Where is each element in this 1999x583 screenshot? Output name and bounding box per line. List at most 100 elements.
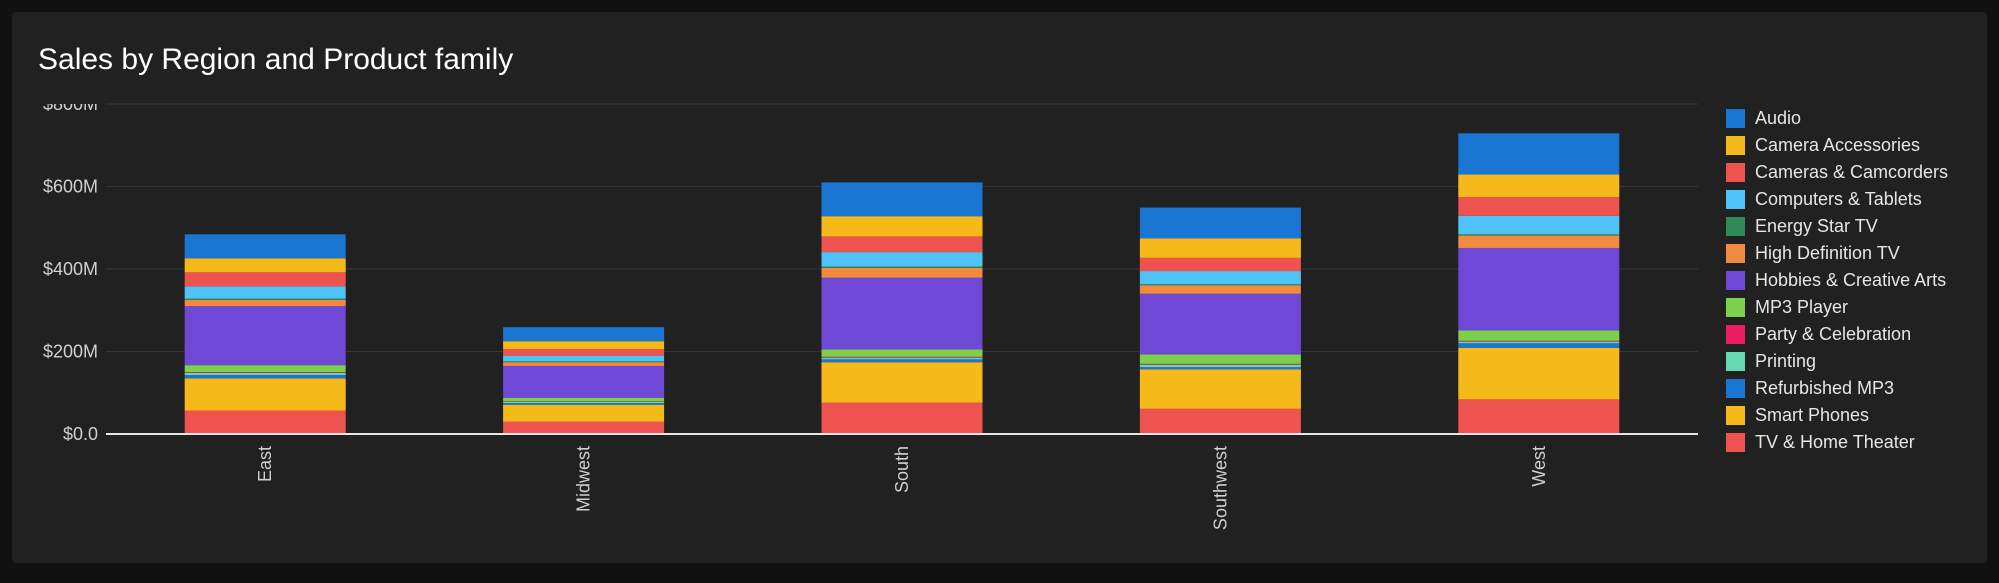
legend-item[interactable]: Hobbies & Creative Arts [1726, 267, 1948, 294]
bar-segment[interactable] [821, 277, 983, 350]
bar-segment[interactable] [184, 286, 346, 299]
bar-segment[interactable] [821, 216, 983, 237]
y-tick-label: $0.0 [63, 424, 98, 444]
bar-segment[interactable] [821, 182, 983, 217]
legend-swatch [1726, 298, 1745, 317]
bar-segment[interactable] [184, 375, 346, 379]
bar-segment[interactable] [503, 421, 665, 434]
legend-item[interactable]: Smart Phones [1726, 402, 1948, 429]
bar-segment[interactable] [1458, 215, 1620, 235]
legend-item[interactable]: MP3 Player [1726, 294, 1948, 321]
bar-segment[interactable] [821, 267, 983, 278]
bar-segment[interactable] [1458, 234, 1620, 236]
legend-label: Camera Accessories [1755, 135, 1921, 155]
legend-item[interactable]: Energy Star TV [1726, 213, 1948, 240]
bar-segment[interactable] [821, 266, 983, 268]
bar-segment[interactable] [821, 349, 983, 357]
bar-segment[interactable] [1458, 235, 1620, 248]
bar-segment[interactable] [1458, 340, 1620, 342]
legend-label: TV & Home Theater [1755, 432, 1915, 452]
legend-label: MP3 Player [1755, 297, 1849, 317]
bar-segment[interactable] [1458, 399, 1620, 434]
bar-segment[interactable] [1458, 247, 1620, 331]
legend-label: High Definition TV [1755, 243, 1900, 263]
bar-segment[interactable] [821, 252, 983, 267]
bar-segment[interactable] [184, 378, 346, 411]
legend-swatch [1726, 433, 1745, 452]
legend-item[interactable]: Computers & Tablets [1726, 186, 1948, 213]
bar-segment[interactable] [503, 397, 665, 402]
bar-segment[interactable] [1139, 257, 1301, 272]
chart-title: Sales by Region and Product family [38, 43, 514, 76]
bar-segment[interactable] [821, 236, 983, 253]
x-tick-label: West [1529, 446, 1549, 487]
legend-item[interactable]: Cameras & Camcorders [1726, 159, 1948, 186]
legend-item[interactable]: Refurbished MP3 [1726, 375, 1948, 402]
bar-segment[interactable] [1139, 293, 1301, 355]
bar-segment[interactable] [184, 365, 346, 373]
bar-segment[interactable] [1458, 197, 1620, 216]
bar-segment[interactable] [1139, 285, 1301, 294]
bar-segment[interactable] [1458, 347, 1620, 400]
bar-segment[interactable] [503, 365, 665, 398]
legend-label: Printing [1755, 351, 1817, 371]
bar-segment[interactable] [1139, 238, 1301, 258]
y-tick-label: $400M [43, 259, 98, 279]
bar-segment[interactable] [1139, 284, 1301, 286]
bar-segment[interactable] [503, 361, 665, 363]
bar-segment[interactable] [503, 349, 665, 356]
legend-item[interactable]: Printing [1726, 348, 1948, 375]
bar-segment[interactable] [503, 341, 665, 350]
bar-segment[interactable] [184, 299, 346, 307]
bar-segment[interactable] [184, 258, 346, 273]
bar-segment[interactable] [184, 298, 346, 300]
bar-segment[interactable] [184, 410, 346, 434]
bar-segment[interactable] [1458, 133, 1620, 175]
bar-segment[interactable] [1458, 330, 1620, 341]
legend-swatch [1726, 217, 1745, 236]
bar-segment[interactable] [821, 402, 983, 434]
legend-item[interactable]: Party & Celebration [1726, 321, 1948, 348]
bar-segment[interactable] [184, 372, 346, 376]
bar-segment[interactable] [1458, 341, 1620, 344]
bar-segment[interactable] [184, 272, 346, 287]
bar-segment[interactable] [821, 357, 983, 360]
legend-item[interactable]: TV & Home Theater [1726, 429, 1948, 456]
legend-swatch [1726, 352, 1745, 371]
bar-segment[interactable] [1139, 367, 1301, 370]
bar-segment[interactable] [821, 359, 983, 363]
bars [184, 133, 1620, 434]
legend-item[interactable]: Audio [1726, 105, 1948, 132]
bar-segment[interactable] [1139, 271, 1301, 285]
bar-segment[interactable] [1139, 364, 1301, 368]
bar-segment[interactable] [503, 403, 665, 405]
bar-segment[interactable] [821, 356, 983, 358]
bar-segment[interactable] [1139, 369, 1301, 409]
bar-segment[interactable] [821, 362, 983, 403]
bar-segment[interactable] [1139, 363, 1301, 365]
bar-segment[interactable] [184, 372, 346, 373]
legend-swatch [1726, 325, 1745, 344]
bar-segment[interactable] [1139, 354, 1301, 364]
y-tick-label: $600M [43, 177, 98, 197]
legend-label: Refurbished MP3 [1755, 378, 1895, 398]
x-tick-label: Southwest [1210, 446, 1230, 530]
legend-swatch [1726, 163, 1745, 182]
bar-segment[interactable] [1458, 343, 1620, 348]
y-tick-label: $800M [43, 94, 98, 114]
legend-item[interactable]: High Definition TV [1726, 240, 1948, 267]
bar-segment[interactable] [503, 327, 665, 342]
bar-segment[interactable] [503, 362, 665, 366]
legend-label: Cameras & Camcorders [1755, 162, 1949, 182]
bar-segment[interactable] [1458, 174, 1620, 198]
y-axis: $0.0 $200M $400M $600M $800M [43, 94, 98, 444]
bar-segment[interactable] [503, 401, 665, 404]
legend-swatch [1726, 190, 1745, 209]
bar-segment[interactable] [184, 306, 346, 366]
bar-segment[interactable] [184, 234, 346, 259]
bar-segment[interactable] [1139, 207, 1301, 239]
bar-segment[interactable] [503, 404, 665, 422]
bar-segment[interactable] [1139, 408, 1301, 434]
bar-segment[interactable] [503, 355, 665, 362]
legend-item[interactable]: Camera Accessories [1726, 132, 1948, 159]
